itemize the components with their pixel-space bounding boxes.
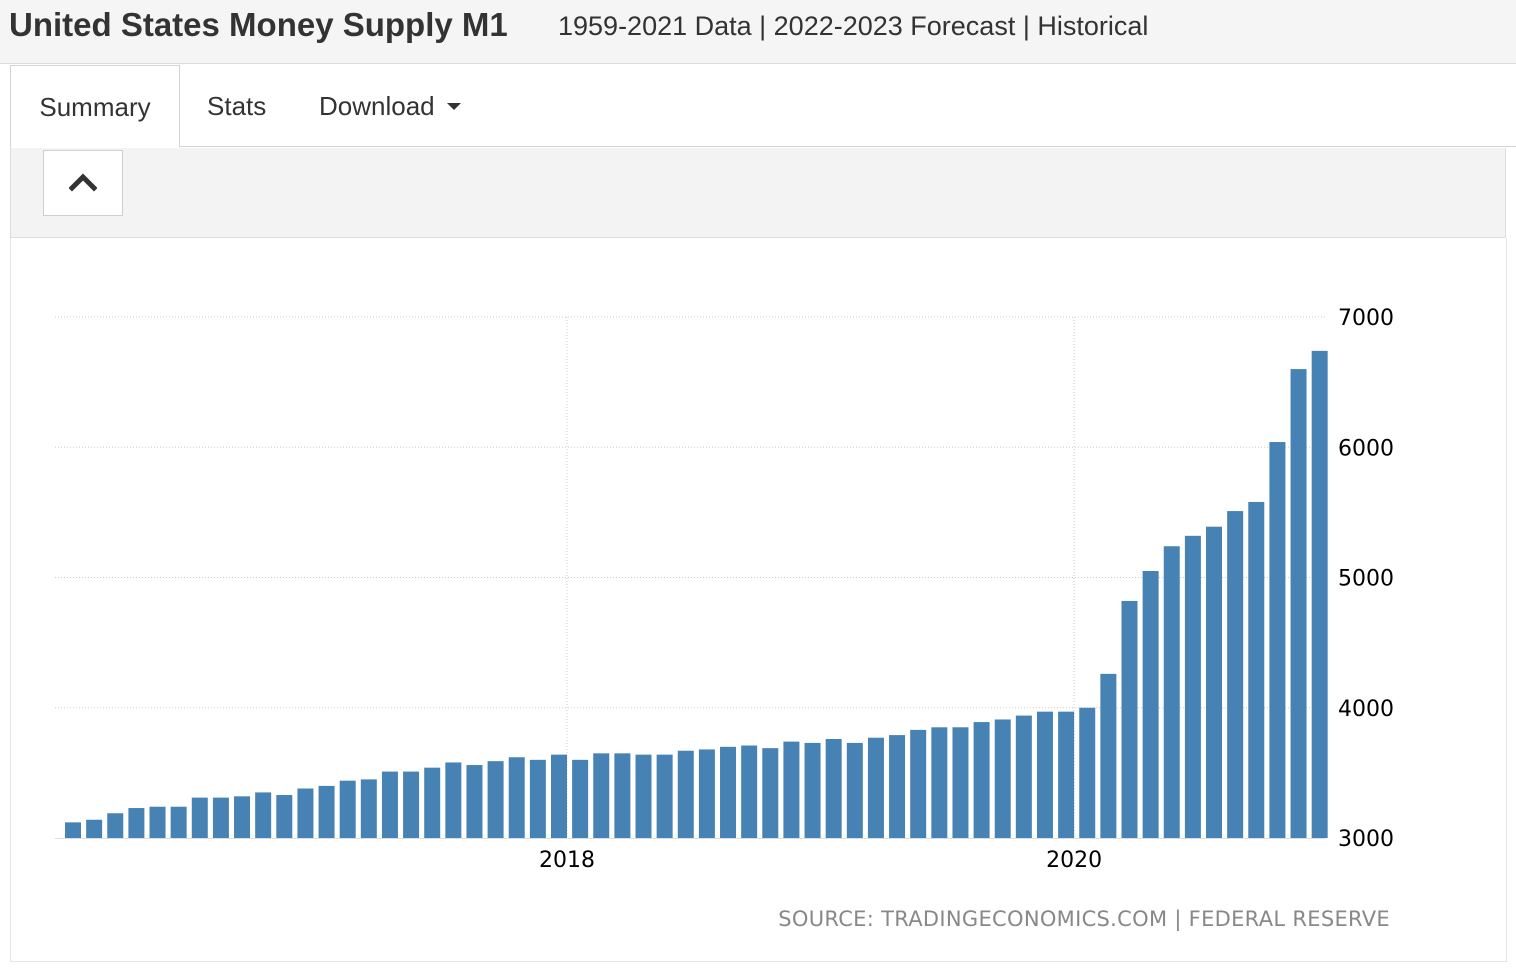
- bar-29: [677, 750, 694, 838]
- tab-download-label: Download: [319, 91, 435, 121]
- bar-42: [952, 727, 969, 838]
- bar-5: [170, 806, 187, 838]
- tab-download[interactable]: Download: [319, 65, 461, 147]
- bar-58: [1290, 369, 1307, 838]
- bar-10: [276, 795, 293, 838]
- bar-32: [741, 745, 758, 838]
- bar-30: [698, 749, 715, 838]
- bar-2: [107, 813, 124, 838]
- tab-stats[interactable]: Stats: [207, 65, 266, 147]
- bar-40: [910, 729, 927, 838]
- bar-11: [297, 788, 314, 838]
- bar-43: [973, 722, 990, 838]
- chart-panel: [10, 238, 1507, 962]
- bar-20: [487, 761, 504, 838]
- bar-35: [804, 742, 821, 838]
- bar-3: [128, 808, 145, 838]
- bar-23: [550, 754, 567, 838]
- chevron-up-icon: [69, 173, 97, 192]
- bar-49: [1100, 673, 1117, 838]
- page-subtitle: 1959-2021 Data | 2022-2023 Forecast | Hi…: [558, 11, 1149, 41]
- bar-33: [762, 748, 779, 838]
- bar-16: [403, 771, 420, 838]
- bar-12: [318, 785, 335, 838]
- bar-50: [1121, 600, 1138, 838]
- bar-25: [593, 753, 610, 838]
- bar-24: [572, 759, 589, 838]
- bar-21: [508, 757, 525, 838]
- bar-41: [931, 727, 948, 838]
- bar-9: [255, 792, 272, 838]
- bar-0: [65, 822, 81, 838]
- bar-26: [614, 753, 631, 838]
- bar-1: [86, 819, 103, 838]
- bar-48: [1079, 707, 1096, 838]
- y-tick-label-3000: 3000: [1338, 827, 1394, 852]
- bar-14: [360, 779, 377, 838]
- bar-55: [1227, 511, 1244, 838]
- tab-strip: Summary Stats Download: [10, 65, 1516, 148]
- page-title: United States Money Supply M1: [9, 6, 508, 43]
- bar-31: [720, 746, 737, 838]
- bar-34: [783, 741, 800, 838]
- bar-6: [191, 797, 208, 838]
- bar-22: [529, 759, 546, 838]
- bar-38: [867, 737, 884, 838]
- collapse-panel: [10, 148, 1506, 238]
- bar-56: [1248, 501, 1265, 838]
- y-tick-label-5000: 5000: [1338, 567, 1394, 592]
- tab-summary[interactable]: Summary: [10, 65, 180, 148]
- bar-44: [994, 719, 1011, 838]
- bar-39: [889, 735, 906, 838]
- bar-36: [825, 739, 842, 838]
- chart-source: SOURCE: TRADINGECONOMICS.COM | FEDERAL R…: [778, 907, 1390, 931]
- page-header: United States Money Supply M1 1959-2021 …: [0, 0, 1516, 64]
- bar-47: [1058, 711, 1075, 838]
- tab-summary-label: Summary: [39, 92, 151, 122]
- bar-19: [466, 765, 483, 838]
- bar-54: [1206, 526, 1223, 838]
- y-tick-label-7000: 7000: [1338, 306, 1394, 331]
- bar-13: [339, 780, 356, 838]
- bar-53: [1184, 535, 1201, 838]
- chart-axes: 3000 4000 5000 6000 7000 2018 2020: [55, 306, 1394, 873]
- bar-7: [212, 797, 229, 838]
- bar-46: [1036, 711, 1053, 838]
- bar-45: [1015, 715, 1032, 838]
- collapse-button[interactable]: [43, 150, 123, 216]
- bar-8: [234, 796, 251, 838]
- bar-4: [149, 806, 166, 838]
- bar-59: [1311, 350, 1328, 838]
- x-tick-label-2020: 2020: [1046, 848, 1102, 873]
- bar-57: [1269, 442, 1286, 838]
- caret-down-icon: [446, 103, 461, 111]
- bar-28: [656, 754, 673, 838]
- bar-37: [846, 742, 863, 838]
- bar-18: [445, 762, 462, 838]
- y-tick-label-4000: 4000: [1338, 697, 1394, 722]
- x-tick-label-2018: 2018: [539, 848, 595, 873]
- bar-15: [381, 771, 398, 838]
- bar-52: [1163, 546, 1180, 838]
- tab-stats-label: Stats: [207, 91, 267, 121]
- chart-bars: [65, 350, 1328, 838]
- bar-17: [424, 767, 441, 838]
- bar-51: [1142, 570, 1159, 838]
- bar-27: [635, 754, 652, 838]
- y-tick-label-6000: 6000: [1338, 436, 1394, 461]
